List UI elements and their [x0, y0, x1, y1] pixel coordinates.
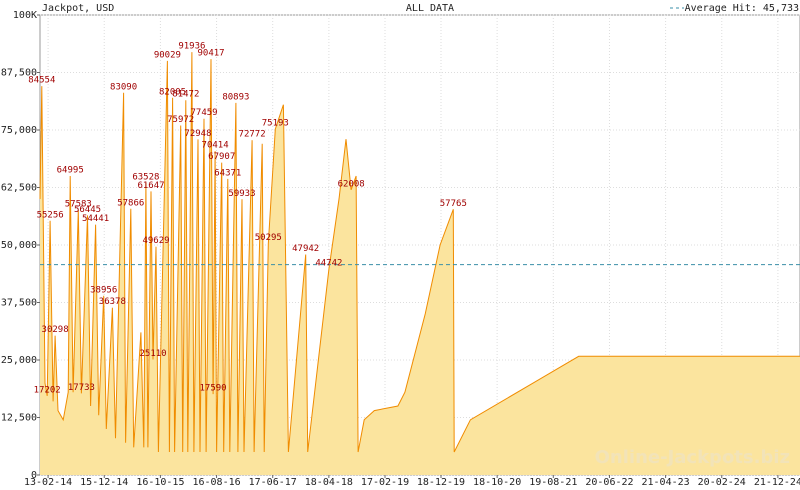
data-label: 55256: [37, 210, 64, 220]
x-tick-label: 16-10-15: [136, 477, 184, 488]
data-label: 30298: [42, 325, 69, 335]
data-label: 44742: [315, 259, 342, 269]
data-label: 61647: [137, 181, 164, 191]
y-tick-label: 100K: [13, 10, 37, 21]
data-label: 75972: [167, 115, 194, 125]
data-label: 17202: [34, 385, 61, 395]
x-tick-label: 18-10-20: [473, 477, 521, 488]
data-label: 77459: [190, 108, 217, 118]
y-tick-label: 25,000: [1, 355, 37, 366]
data-label: 70414: [202, 141, 229, 151]
x-tick-label: 16-08-16: [192, 477, 240, 488]
watermark: Online-Jackpots.biz: [595, 447, 790, 468]
x-tick-label: 17-06-17: [249, 477, 297, 488]
y-tick-label: 87,500: [1, 68, 37, 79]
y-tick-label: 62,500: [1, 183, 37, 194]
data-label: 59933: [228, 189, 255, 199]
line: [39, 52, 800, 453]
y-tick-label: 50,000: [1, 240, 37, 251]
data-label: 47942: [292, 244, 319, 254]
x-tick-label: 20-06-22: [585, 477, 633, 488]
data-label: 90417: [197, 49, 224, 59]
data-label: 54441: [82, 214, 109, 224]
axis-title: Jackpot, USD: [42, 3, 114, 14]
x-tick-label: 20-02-24: [698, 477, 746, 488]
data-label: 67907: [208, 152, 235, 162]
x-tick-label: 21-04-23: [642, 477, 690, 488]
x-tick-label: 21-12-24: [754, 477, 800, 488]
data-label: 83090: [110, 82, 137, 92]
x-tick-label: 17-02-19: [361, 477, 409, 488]
data-label: 64995: [57, 166, 84, 176]
data-label: 84554: [28, 76, 55, 86]
data-label: 57583: [65, 200, 92, 210]
data-label: 64371: [214, 168, 241, 178]
data-label: 56445: [74, 205, 101, 215]
y-tick-label: 0: [31, 470, 37, 481]
chart-title: ALL DATA: [406, 3, 454, 14]
data-label: 72948: [184, 129, 211, 139]
area: [40, 52, 800, 475]
x-tick-label: 13-02-14: [24, 477, 72, 488]
data-label: 81472: [172, 90, 199, 100]
data-label: 36378: [99, 297, 126, 307]
x-tick-label: 18-04-18: [305, 477, 353, 488]
data-label: 91936: [178, 42, 205, 52]
data-label: 17590: [200, 384, 227, 394]
data-label: 80893: [222, 92, 249, 102]
data-label: 57765: [440, 199, 467, 209]
x-tick-label: 19-08-21: [529, 477, 577, 488]
data-label: 82005: [159, 87, 186, 97]
x-tick-label: 15-12-14: [80, 477, 128, 488]
y-tick-label: 12,500: [1, 413, 37, 424]
data-label: 62008: [338, 179, 365, 189]
data-label: 63528: [132, 172, 159, 182]
data-label: 17733: [68, 383, 95, 393]
data-label: 25110: [139, 349, 166, 359]
data-label: 57866: [117, 198, 144, 208]
data-label: 50295: [255, 233, 282, 243]
x-tick-label: 18-12-19: [417, 477, 465, 488]
y-tick-label: 37,500: [1, 298, 37, 309]
data-label: 72772: [239, 130, 266, 140]
legend-label: Average Hit: 45,733: [685, 3, 799, 14]
data-label: 75193: [262, 119, 289, 129]
data-label: 49629: [142, 236, 169, 246]
data-label: 90029: [154, 50, 181, 60]
data-label: 38956: [90, 285, 117, 295]
y-tick-label: 75,000: [1, 125, 37, 136]
